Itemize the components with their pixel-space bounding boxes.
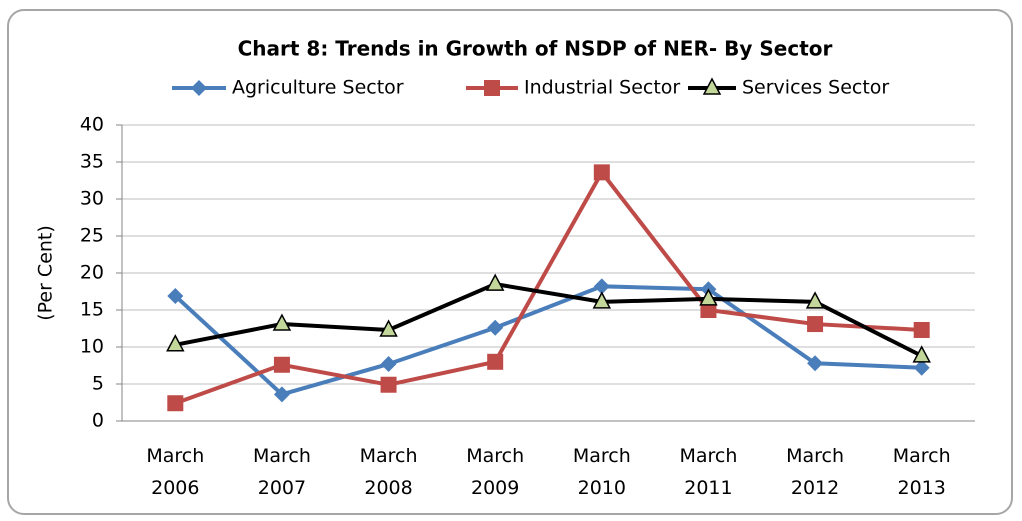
chart-title: Chart 8: Trends in Growth of NSDP of NER… [238, 37, 833, 61]
marker [912, 345, 931, 363]
marker [272, 313, 292, 331]
x-tick-label: March 2013 [893, 445, 951, 499]
marker [487, 319, 504, 336]
x-tick-label: March 2009 [466, 445, 524, 499]
legend-label: Agriculture Sector [232, 77, 404, 99]
marker [700, 302, 717, 318]
y-tick-label: 35 [80, 151, 104, 173]
y-tick-label: 15 [80, 299, 104, 321]
x-tick-label: March 2012 [786, 445, 844, 499]
marker [805, 291, 825, 309]
marker [166, 334, 185, 352]
marker [380, 376, 397, 393]
y-tick-label: 20 [80, 262, 104, 284]
x-tick-label: March 2008 [360, 445, 418, 499]
y-tick-label: 40 [80, 114, 104, 136]
legend-label: Services Sector [742, 77, 889, 99]
marker [167, 395, 184, 412]
y-tick-label: 30 [80, 188, 104, 210]
marker [592, 291, 612, 309]
y-tick-label: 10 [80, 336, 104, 358]
series-line [174, 168, 922, 406]
marker [699, 288, 718, 306]
y-axis-label: (Per Cent) [35, 225, 57, 321]
legend-label: Industrial Sector [524, 77, 680, 99]
marker [379, 319, 398, 337]
legend-marker [191, 80, 207, 96]
marker [273, 386, 290, 403]
marker [913, 359, 930, 376]
marker [913, 321, 930, 338]
marker [273, 356, 290, 373]
series-line [173, 284, 922, 397]
marker [593, 278, 610, 295]
marker [380, 356, 397, 373]
marker [487, 353, 504, 370]
legend-marker [484, 80, 500, 96]
y-tick-label: 25 [80, 225, 104, 247]
marker [807, 316, 824, 333]
marker [167, 287, 184, 304]
series-line [174, 282, 923, 358]
y-tick-label: 0 [92, 410, 104, 432]
chart-frame [7, 9, 1013, 515]
legend-marker [702, 77, 722, 95]
x-tick-label: March 2010 [573, 445, 631, 499]
marker [807, 355, 824, 372]
x-tick-label: March 2011 [679, 445, 737, 499]
x-tick-label: March 2006 [146, 445, 204, 499]
marker [485, 273, 505, 291]
marker [593, 164, 610, 181]
y-tick-label: 5 [92, 373, 104, 395]
x-tick-label: March 2007 [253, 445, 311, 499]
